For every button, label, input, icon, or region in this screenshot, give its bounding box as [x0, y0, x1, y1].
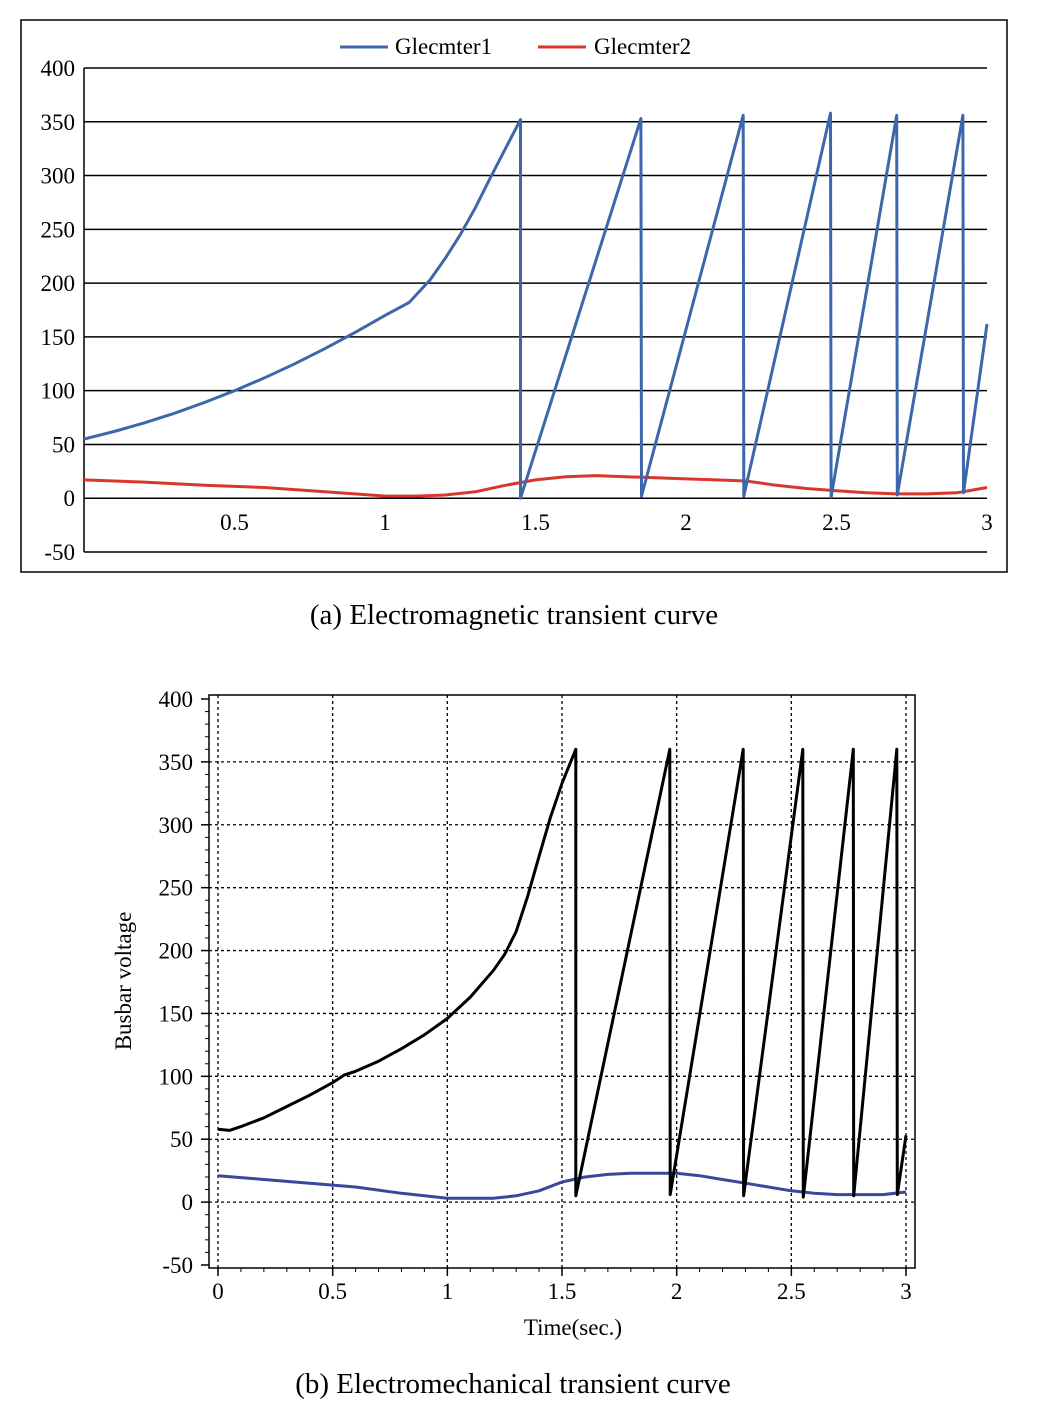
- chart-b-x-tick-label: 3: [900, 1279, 912, 1304]
- chart-b-y-tick-label: 0: [182, 1190, 194, 1215]
- legend-label-glecmter1: Glecmter1: [395, 34, 492, 59]
- chart-a-series-glecmter2: [83, 474, 988, 498]
- chart-b-y-axis-label: Busbar voltage: [111, 912, 136, 1051]
- chart-a-y-tick-label: 200: [41, 271, 76, 296]
- chart-b-x-axis-label: Time(sec.): [524, 1315, 622, 1340]
- chart-a-series: [83, 111, 989, 500]
- chart-b-series-0: [217, 747, 908, 1199]
- chart-a: 400 350 300 250 200 150 100 50 0 -50 0.5 1 1.5 2 2.5 3…: [20, 19, 1008, 631]
- chart-a-x-tick-label: 3: [981, 510, 993, 535]
- chart-a-y-tick-label: 100: [41, 379, 76, 404]
- chart-a-y-tick-label: 250: [41, 217, 76, 242]
- chart-a-frame: [20, 19, 1008, 573]
- chart-a-caption: (a) Electromagnetic transient curve: [310, 599, 718, 631]
- chart-a-series-glecmter1: [83, 111, 989, 500]
- chart-b-y-tick-label: 250: [159, 876, 194, 901]
- chart-a-y-ticks: 400 350 300 250 200 150 100 50 0 -50: [41, 56, 76, 565]
- chart-b: 400 350 300 250 200 150 100 50 0 -50 0 0.5 1 1.5 2 2.5…: [111, 687, 916, 1400]
- chart-a-y-tick-label: 300: [41, 164, 76, 189]
- chart-a-x-tick-label: 0.5: [220, 510, 249, 535]
- chart-a-x-tick-label: 2: [680, 510, 692, 535]
- chart-b-x-tick-label: 2.5: [777, 1279, 806, 1304]
- chart-a-x-tick-label: 1.5: [521, 510, 550, 535]
- chart-b-y-tick-label: 350: [159, 750, 194, 775]
- chart-b-x-tick-label: 0.5: [318, 1279, 347, 1304]
- chart-b-y-tick-label: 300: [159, 813, 194, 838]
- chart-a-x-ticks: 0.5 1 1.5 2 2.5 3: [220, 510, 993, 535]
- chart-b-y-tick-label: 150: [159, 1001, 194, 1026]
- chart-b-x-tick-label: 1.5: [548, 1279, 577, 1304]
- chart-b-y-tick-label: 100: [159, 1064, 194, 1089]
- chart-b-series-1: [217, 1171, 907, 1200]
- chart-a-y-tick-label: 150: [41, 325, 76, 350]
- chart-b-y-tick-label: -50: [162, 1253, 193, 1278]
- chart-b-series: [217, 747, 908, 1200]
- chart-a-y-tick-label: 400: [41, 56, 76, 81]
- chart-a-y-tick-label: 0: [64, 486, 76, 511]
- chart-b-x-tick-label: 0: [212, 1279, 224, 1304]
- chart-b-gridlines: [209, 695, 915, 1268]
- chart-b-caption: (b) Electromechanical transient curve: [295, 1368, 731, 1400]
- chart-a-x-tick-label: 1: [379, 510, 391, 535]
- chart-b-y-tick-label: 200: [159, 939, 194, 964]
- chart-a-y-tick-label: 50: [52, 432, 75, 457]
- chart-b-x-tick-label: 1: [442, 1279, 454, 1304]
- chart-b-x-ticks: 0 0.5 1 1.5 2 2.5 3: [212, 1268, 912, 1304]
- chart-b-y-tick-label: 400: [159, 687, 194, 712]
- chart-a-y-tick-label: -50: [44, 540, 75, 565]
- chart-b-y-ticks: 400 350 300 250 200 150 100 50 0 -50: [159, 687, 209, 1278]
- chart-b-y-tick-label: 50: [170, 1127, 193, 1152]
- legend-label-glecmter2: Glecmter2: [594, 34, 691, 59]
- chart-a-legend: Glecmter1 Glecmter2: [340, 34, 691, 59]
- chart-a-x-tick-label: 2.5: [822, 510, 851, 535]
- chart-a-y-tick-label: 350: [41, 110, 76, 135]
- chart-b-x-tick-label: 2: [671, 1279, 683, 1304]
